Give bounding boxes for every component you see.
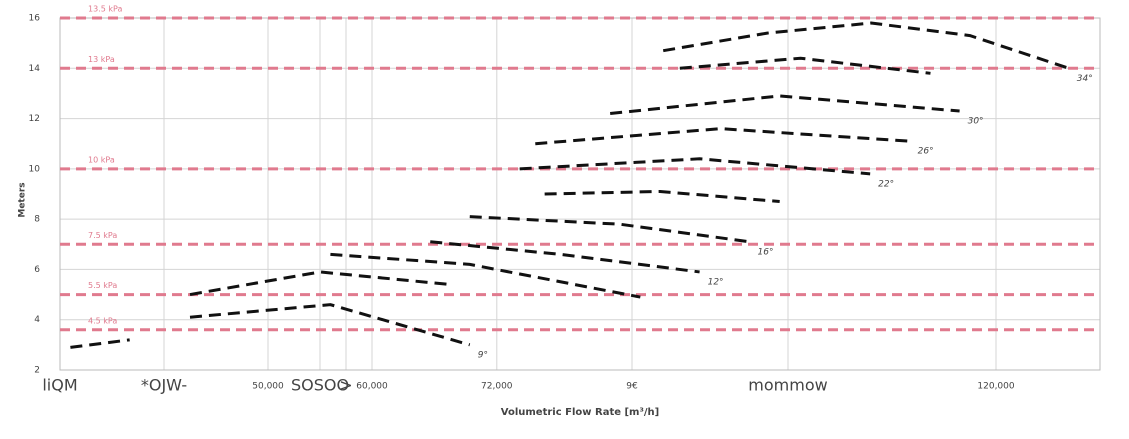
- curve-label: 12°: [708, 277, 724, 287]
- y-tick-label: 8: [34, 215, 40, 225]
- y-tick-label: 16: [29, 14, 41, 24]
- reference-label: 5.5 kPa: [88, 281, 117, 290]
- curve: [544, 189, 780, 204]
- y-tick-label: 6: [34, 265, 40, 275]
- curve: [469, 215, 750, 244]
- curve: [189, 270, 451, 297]
- curve: [662, 21, 1070, 70]
- reference-label: 13 kPa: [88, 55, 115, 64]
- x-tick-label: 9€: [626, 382, 638, 392]
- y-tick-label: 4: [34, 315, 40, 325]
- x-tick-label: 60,000: [356, 382, 388, 392]
- x-tick-label: 50,000: [252, 382, 284, 392]
- x-tick-label: 72,000: [481, 382, 513, 392]
- curve-label: 16°: [758, 247, 774, 257]
- curve: [430, 240, 700, 274]
- y-axis-label: Meters: [18, 182, 28, 217]
- y-tick-label: 12: [29, 114, 40, 124]
- curve: [330, 252, 641, 299]
- x-axis-label: Volumetric Flow Rate [m³/h]: [501, 407, 659, 418]
- y-tick-label: 14: [29, 64, 41, 74]
- curve: [610, 94, 960, 116]
- x-tick-label: SOSOO: [291, 376, 349, 395]
- curve-label: 22°: [878, 179, 894, 189]
- curve: [519, 157, 871, 176]
- reference-label: 13.5 kPa: [88, 5, 122, 14]
- x-tick-label: 120,000: [977, 382, 1014, 392]
- x-tick-label: liQM: [42, 376, 77, 395]
- curve: [189, 303, 471, 347]
- x-tick-label: mommow: [748, 376, 827, 395]
- x-tick-label: >: [339, 376, 352, 395]
- x-tick-label: *OJW-: [141, 376, 187, 395]
- curve-label: 30°: [968, 117, 984, 127]
- reference-label: 7.5 kPa: [88, 231, 117, 240]
- curve-label: 34°: [1077, 74, 1093, 84]
- curve: [535, 127, 910, 146]
- curve: [679, 56, 931, 75]
- curve-label: 26°: [918, 147, 934, 157]
- reference-label: 10 kPa: [88, 155, 115, 164]
- y-tick-label: 2: [34, 366, 40, 376]
- curve-label: 9°: [478, 350, 488, 360]
- curve: [70, 338, 130, 349]
- y-tick-label: 10: [29, 164, 41, 174]
- reference-label: 4.5 kPa: [88, 316, 117, 325]
